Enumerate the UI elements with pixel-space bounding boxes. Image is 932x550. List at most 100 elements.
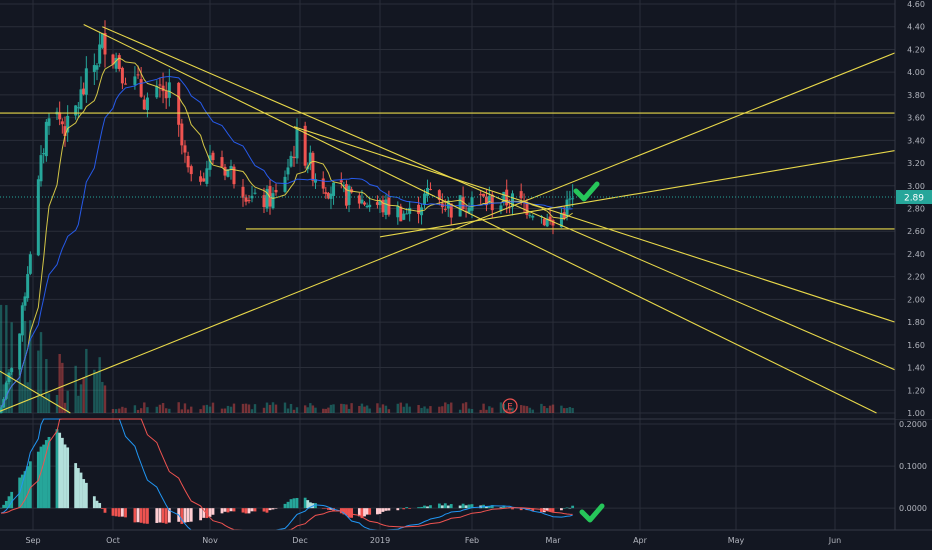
macd-histogram-bar: [519, 508, 523, 511]
macd-histogram-bar: [167, 508, 171, 523]
moving-averages: [0, 57, 573, 408]
volume-bar: [63, 402, 67, 413]
candle-body: [76, 107, 80, 109]
candle-body: [66, 115, 70, 133]
candle-body: [502, 191, 506, 203]
macd-histogram-bar: [111, 508, 115, 516]
volume-bar: [358, 405, 361, 413]
candle-body: [120, 67, 124, 84]
macd-histogram-bar: [449, 504, 453, 509]
macd-histogram-bar: [295, 497, 299, 509]
volume-bar: [365, 405, 369, 413]
candle-body: [229, 165, 233, 170]
candle-body: [103, 33, 107, 55]
macd-histogram-bar: [458, 505, 462, 509]
volume-bar: [26, 382, 29, 413]
volume-bar: [568, 407, 572, 413]
volume-bar: [121, 406, 124, 413]
macd-histogram-bar: [363, 508, 366, 517]
price-tick-label: 1.00: [907, 409, 925, 418]
candle-body: [324, 192, 328, 194]
volume-bar: [347, 408, 351, 413]
volume-bar: [55, 394, 59, 413]
time-axis-ticks[interactable]: Sep Oct Nov Dec 2019 Feb Mar Apr May Jun: [25, 536, 841, 545]
macd-histogram-bar: [545, 508, 549, 512]
candle-body: [167, 82, 171, 98]
check-icon: [579, 503, 605, 523]
price-tick-label: 2.00: [907, 295, 925, 304]
candle-body: [467, 207, 471, 213]
volume-bar: [417, 405, 420, 413]
current-price-label: 2.89: [904, 194, 924, 204]
macd-histogram-bar: [308, 502, 312, 509]
volume-bar: [444, 402, 447, 413]
candle-body: [58, 112, 62, 120]
macd-histogram-bar: [60, 437, 64, 509]
volume-bar: [183, 403, 187, 413]
volume-bar: [470, 409, 474, 413]
volume-bar: [488, 406, 491, 413]
volume-bar: [268, 404, 272, 413]
macd-histogram-bar: [199, 508, 203, 521]
volume-bar: [505, 409, 508, 413]
candle-body: [42, 153, 46, 155]
candle-body: [74, 105, 78, 116]
macd-histogram-bar: [28, 461, 32, 509]
volume-bar: [158, 404, 162, 413]
volume-bar: [168, 408, 171, 413]
time-tick-label: Dec: [292, 536, 307, 545]
trendlines[interactable]: [0, 23, 896, 414]
macd-histogram-bar: [146, 508, 149, 524]
macd-histogram-bar: [350, 508, 354, 518]
macd-histogram-bar: [114, 508, 118, 517]
candle-body: [244, 197, 248, 202]
volume-bar: [491, 407, 494, 413]
volume-bar: [461, 403, 465, 413]
volume-bar: [565, 408, 569, 413]
price-axis-panel[interactable]: [895, 0, 932, 419]
macd-histogram-bar: [183, 508, 187, 523]
candle-body: [344, 184, 348, 206]
volume-bar: [199, 409, 202, 413]
macd-histogram-bar: [4, 500, 8, 509]
candle-body: [522, 201, 526, 203]
candle-body: [155, 85, 159, 98]
volume-bar: [95, 372, 99, 413]
candle-body: [479, 194, 483, 196]
macd-histogram-bar: [286, 501, 290, 509]
volume-bar: [464, 402, 468, 413]
volume-bar: [426, 408, 429, 413]
candle-body: [136, 74, 140, 76]
volume-bar: [396, 403, 400, 413]
macd-histogram-bar: [76, 468, 80, 509]
price-tick-label: 1.80: [907, 318, 925, 327]
volume-bar: [499, 402, 503, 413]
earnings-marker-icon[interactable]: [502, 398, 518, 414]
volume-bar: [306, 407, 309, 413]
volume-bar: [528, 407, 532, 413]
macd-histogram-bar: [82, 479, 86, 509]
macd-histogram-bar: [98, 503, 102, 509]
candle-body: [545, 218, 549, 227]
candle-body: [95, 65, 99, 70]
candle-body: [548, 216, 552, 221]
volume-bar: [47, 393, 51, 413]
macd-histogram-bar: [211, 508, 215, 515]
volume-bar: [405, 403, 408, 413]
macd-histogram-bar: [365, 508, 369, 515]
candle-body: [365, 205, 369, 208]
candle-body: [139, 79, 143, 97]
candle-body: [295, 128, 299, 159]
candle-body: [117, 55, 121, 70]
volume-bar: [551, 404, 555, 413]
volume-bar: [399, 402, 402, 413]
volume-bar: [525, 406, 529, 413]
volume-bar: [387, 409, 391, 413]
macd-histogram-bar: [487, 505, 491, 509]
earnings-marker[interactable]: E: [502, 398, 518, 414]
candle-body: [289, 155, 293, 167]
candle-body: [484, 196, 488, 206]
candle-body: [308, 152, 312, 164]
price-tick-label: 2.60: [907, 227, 925, 236]
